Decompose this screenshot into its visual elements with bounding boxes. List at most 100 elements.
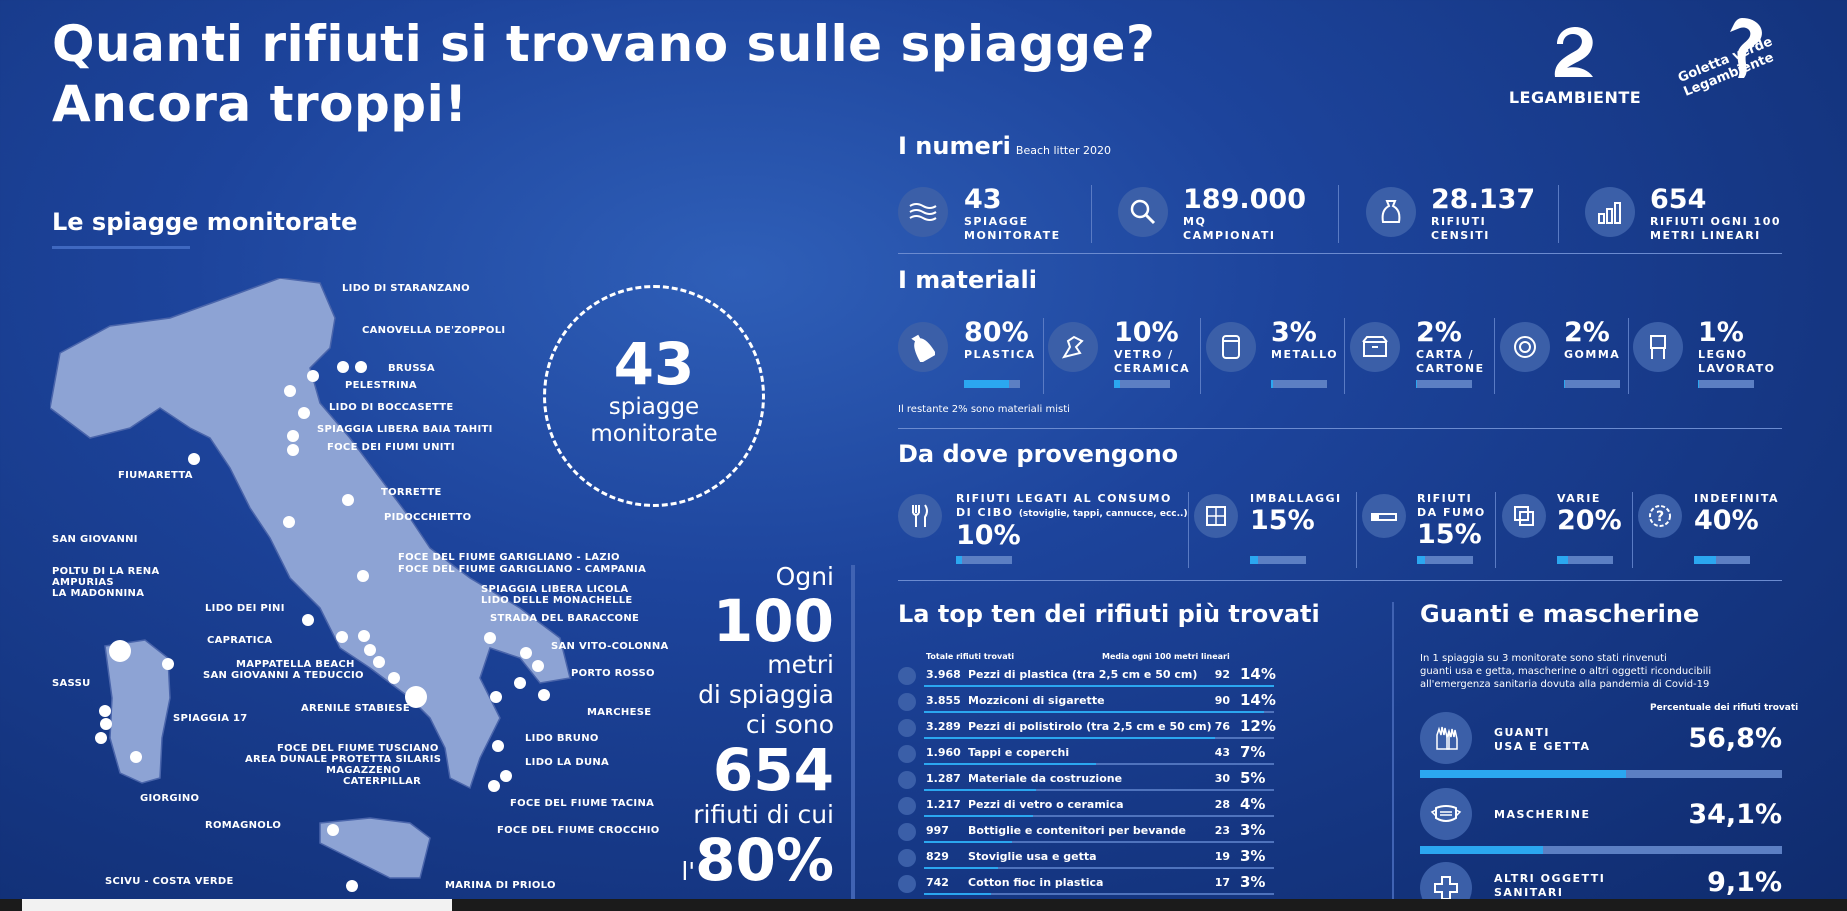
bottle-icon [898, 322, 948, 372]
progress-bar[interactable] [22, 899, 452, 911]
provenienza-value: 40% [1694, 505, 1759, 536]
beaches-count-circle: 43 spiagge monitorate [543, 285, 765, 507]
guanti-desc: In 1 spiaggia su 3 monitorate sono stati… [1420, 653, 1712, 690]
row-total: 997 [926, 824, 949, 837]
guanti-col: Percentuale dei rifiuti trovati [1650, 703, 1799, 713]
place-label: FIUMARETTA [118, 470, 193, 481]
map-dot [307, 370, 319, 382]
row-fill [924, 711, 1264, 713]
box-icon [1350, 322, 1400, 372]
row-pct: 4% [1240, 795, 1266, 813]
materiali-value: 2% [1416, 317, 1462, 348]
magnifier-icon [1118, 187, 1168, 237]
row-icon [898, 875, 916, 893]
materiali-bar-fill [1564, 380, 1566, 388]
italy-map [50, 278, 571, 879]
map-dot [500, 770, 512, 782]
numeri-header: I numeri Beach litter 2020 [898, 132, 1111, 160]
materiali-note: Il restante 2% sono materiali misti [898, 404, 1070, 415]
row-line [924, 763, 1274, 765]
row-line [924, 789, 1274, 791]
map-dot [287, 430, 299, 442]
materiali-bar-fill [1416, 380, 1418, 388]
numeri-title: I numeri [898, 132, 1011, 160]
legambiente-logo: LEGAMBIENTE [1500, 22, 1650, 107]
provenienza-bar-fill [956, 556, 962, 564]
place-label: SASSU [52, 678, 91, 689]
numeri-value: 189.000 [1183, 184, 1306, 215]
mask-icon [1420, 788, 1472, 840]
map-dot [298, 407, 310, 419]
place-label: AMPURIAS [52, 577, 114, 588]
row-avg: 28 [1214, 798, 1230, 811]
row-fill [924, 815, 1033, 817]
map-dot [100, 718, 112, 730]
materiali-value: 3% [1271, 317, 1317, 348]
table-row: 3.289 Pezzi di polistirolo (tra 2,5 cm e … [898, 716, 1278, 742]
table-row: 1.960 Tappi e coperchi 43 7% [898, 742, 1278, 768]
row-pct: 7% [1240, 743, 1266, 761]
row-pct: 14% [1240, 665, 1276, 683]
place-label: ROMAGNOLO [205, 820, 282, 831]
row-name: Pezzi di plastica (tra 2,5 cm e 50 cm) [968, 668, 1198, 681]
page-title: Quanti rifiuti si trovano sulle spiagge?… [52, 14, 1155, 134]
title-line-1: Quanti rifiuti si trovano sulle spiagge? [52, 15, 1156, 73]
title-line-2: Ancora troppi! [52, 75, 468, 133]
broken-glass-icon [1048, 322, 1098, 372]
place-label: SPIAGGIA LIBERA LICOLA [481, 584, 629, 595]
map-title-underline [52, 246, 190, 249]
side-stat-divider [851, 565, 855, 899]
numeri-row: 43 SPIAGGE MONITORATE 189.000 MQ CAMPION… [898, 185, 1782, 245]
place-label: SCIVU - COSTA VERDE [105, 876, 234, 887]
guanti-bar-fill [1420, 770, 1626, 778]
squares-icon [1502, 494, 1546, 538]
map-dot [532, 660, 544, 672]
seahorse-logo-icon [1730, 18, 1762, 78]
provenienza-value: 15% [1250, 505, 1315, 536]
provenienza-bar-fill [1417, 556, 1426, 564]
row-line [924, 867, 1274, 869]
beaches-count-label1: spiagge [608, 394, 700, 420]
map-dot [346, 880, 358, 892]
place-label: SPIAGGIA LIBERA BAIA TAHITI [317, 424, 493, 435]
place-label: PORTO ROSSO [571, 668, 655, 679]
place-label: FOCE DEI FIUMI UNITI [327, 442, 455, 453]
row-line [924, 711, 1274, 713]
table-row: 997 Bottiglie e contenitori per bevande 23… [898, 820, 1278, 846]
provenienza-bar-fill [1250, 556, 1259, 564]
row-fill [924, 893, 991, 895]
row-avg: 23 [1214, 824, 1230, 837]
place-label: MARINA DI PRIOLO [445, 880, 556, 891]
map-dot [283, 516, 295, 528]
row-pct: 5% [1240, 769, 1266, 787]
place-label: CAPRATICA [207, 635, 273, 646]
numeri-value: 28.137 [1431, 184, 1536, 215]
row-name: Tappi e coperchi [968, 746, 1070, 759]
row-total: 3.289 [926, 720, 961, 733]
row-fill [924, 867, 998, 869]
side-stat-l1: Ogni [775, 562, 834, 591]
place-label: CATERPILLAR [343, 776, 422, 787]
row-name: Pezzi di vetro o ceramica [968, 798, 1124, 811]
place-label: LIDO LA DUNA [525, 757, 610, 768]
side-stat-l2: 100 [712, 587, 834, 655]
place-label: MARCHESE [587, 707, 652, 718]
row-pct: 3% [1240, 821, 1266, 839]
place-label: LA MADONNINA [52, 588, 145, 599]
top-ten-title: La top ten dei rifiuti più trovati [898, 600, 1320, 628]
row-avg: 19 [1214, 850, 1230, 863]
guanti-bar-fill [1420, 846, 1544, 854]
svg-text:?: ? [1656, 509, 1664, 525]
place-label: LIDO DI STARANZANO [342, 283, 470, 294]
row-name: Bottiglie e contenitori per bevande [968, 824, 1186, 837]
row-line [924, 815, 1274, 817]
materiali-value: 80% [964, 317, 1029, 348]
row-pct: 14% [1240, 691, 1276, 709]
row-icon [898, 667, 916, 685]
video-control-bar [0, 899, 1847, 911]
row-pct: 3% [1240, 847, 1266, 865]
side-stat-l5: ci sono [745, 710, 834, 739]
table-row: 3.968 Pezzi di plastica (tra 2,5 cm e 50 … [898, 664, 1278, 690]
beaches-count: 43 [613, 330, 695, 398]
provenienza-bar-fill [1694, 556, 1717, 564]
